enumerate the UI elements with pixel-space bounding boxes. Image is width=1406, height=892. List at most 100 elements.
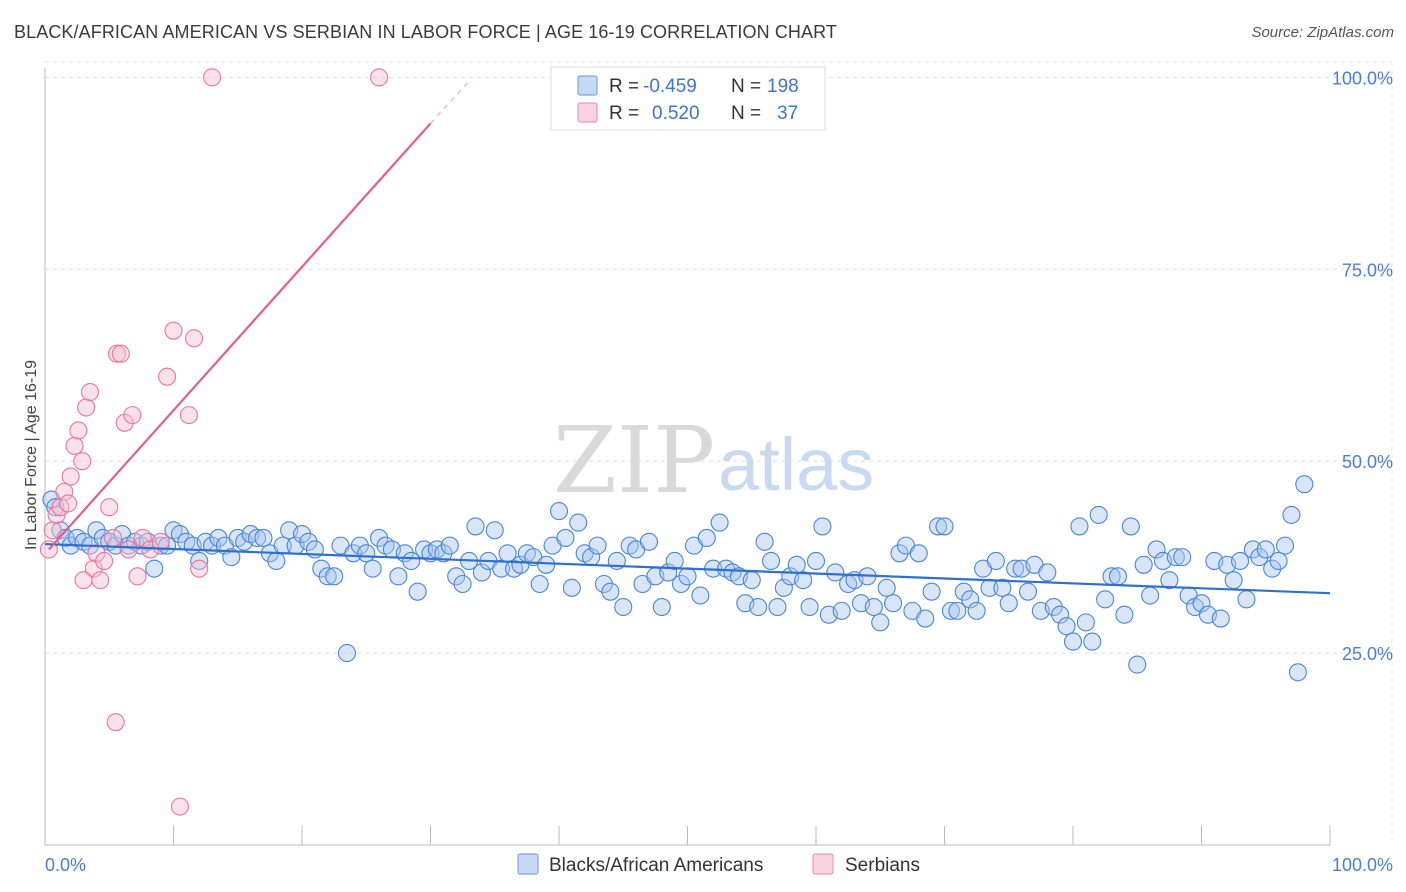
point-blacks — [530, 574, 549, 594]
point-blacks — [1134, 555, 1153, 574]
point-blacks — [209, 528, 228, 547]
point-blacks — [1243, 540, 1262, 559]
y-tick-label: 25.0% — [1342, 644, 1393, 664]
chart-title: BLACK/AFRICAN AMERICAN VS SERBIAN IN LAB… — [14, 22, 838, 42]
bottom-legend-label-serbians: Serbians — [845, 855, 920, 876]
point-blacks — [556, 528, 575, 547]
point-blacks — [357, 544, 376, 563]
point-blacks — [1083, 632, 1102, 651]
point-blacks — [864, 597, 883, 617]
point-serbians — [55, 482, 74, 501]
point-blacks — [1211, 609, 1230, 628]
point-blacks — [1038, 563, 1057, 582]
point-serbians — [185, 329, 204, 348]
point-serbians — [43, 521, 62, 540]
point-blacks — [492, 559, 511, 578]
legend-r-label: R = — [609, 76, 639, 97]
point-blacks — [1263, 559, 1282, 578]
legend-n-label: N = — [731, 76, 761, 97]
point-blacks — [569, 513, 588, 532]
point-blacks — [434, 544, 453, 563]
tick-labels: 25.0% 50.0% 75.0% 100.0% 0.0% 100.0% — [45, 68, 1393, 875]
point-blacks — [1256, 540, 1275, 559]
point-blacks — [1070, 517, 1089, 536]
point-blacks — [922, 582, 941, 601]
point-blacks — [318, 567, 337, 586]
x-tick-label: 100.0% — [1332, 855, 1393, 875]
point-blacks — [594, 574, 614, 594]
point-serbians — [115, 413, 134, 432]
point-blacks — [909, 544, 928, 563]
point-serbians — [65, 436, 84, 455]
point-blacks — [961, 590, 980, 609]
source-credit: Source: ZipAtlas.com — [1251, 24, 1394, 41]
point-blacks — [768, 597, 787, 617]
point-blacks — [672, 574, 691, 594]
point-blacks — [1018, 582, 1038, 601]
point-blacks — [755, 532, 774, 551]
bottom-legend-swatch-pink — [812, 853, 834, 875]
point-blacks — [1282, 505, 1301, 524]
point-blacks — [222, 548, 241, 567]
legend-n-value: 198 — [767, 76, 799, 97]
point-blacks — [562, 578, 581, 597]
point-blacks — [665, 551, 684, 571]
point-blacks — [1160, 571, 1179, 590]
point-blacks — [1231, 551, 1250, 571]
point-serbians — [179, 406, 198, 425]
watermark-zip: ZIP — [553, 407, 715, 514]
point-blacks — [639, 532, 659, 551]
point-serbians — [95, 551, 114, 571]
point-blacks — [537, 555, 556, 574]
point-blacks — [299, 532, 318, 551]
axes — [44, 68, 1331, 846]
point-blacks — [549, 502, 569, 521]
point-blacks — [800, 597, 819, 617]
legend-r-value: -0.459 — [643, 76, 697, 97]
point-blacks — [787, 555, 806, 574]
point-blacks — [1128, 655, 1147, 674]
point-serbians — [370, 68, 389, 87]
point-serbians — [87, 544, 106, 563]
trend-line-serbians — [48, 122, 432, 551]
point-blacks — [691, 586, 710, 605]
point-blacks — [761, 551, 781, 571]
legend-swatch-blue — [577, 75, 598, 96]
point-blacks — [1141, 586, 1160, 605]
point-serbians — [119, 540, 138, 559]
point-blacks — [1275, 536, 1295, 555]
point-blacks — [1063, 632, 1083, 651]
legend-swatch-pink — [577, 102, 598, 123]
point-blacks — [710, 513, 729, 532]
point-blacks — [794, 571, 813, 590]
point-serbians — [80, 383, 100, 402]
legend-n-label: N = — [731, 103, 761, 124]
point-blacks — [1089, 505, 1108, 524]
point-blacks — [967, 601, 986, 620]
point-blacks — [267, 551, 286, 571]
point-blacks — [1108, 567, 1128, 586]
point-blacks — [999, 594, 1018, 613]
trend-line-serbians-extension — [430, 80, 470, 124]
point-blacks — [472, 563, 491, 582]
point-blacks — [254, 528, 273, 547]
point-blacks — [389, 567, 408, 586]
point-blacks — [614, 597, 633, 617]
point-blacks — [1115, 605, 1134, 624]
point-blacks — [749, 597, 768, 617]
point-blacks — [402, 551, 421, 571]
point-blacks — [1224, 571, 1243, 590]
point-blacks — [929, 517, 948, 536]
point-serbians — [170, 797, 189, 816]
legend-r-value: 0.520 — [652, 103, 700, 124]
point-serbians — [190, 559, 209, 578]
point-blacks — [813, 517, 832, 536]
point-blacks — [151, 536, 170, 555]
point-blacks — [806, 551, 826, 571]
point-blacks — [697, 528, 716, 547]
point-blacks — [877, 578, 896, 597]
point-blacks — [986, 551, 1005, 571]
point-serbians — [91, 571, 110, 590]
point-serbians — [104, 528, 123, 547]
y-tick-label: 100.0% — [1332, 68, 1393, 88]
